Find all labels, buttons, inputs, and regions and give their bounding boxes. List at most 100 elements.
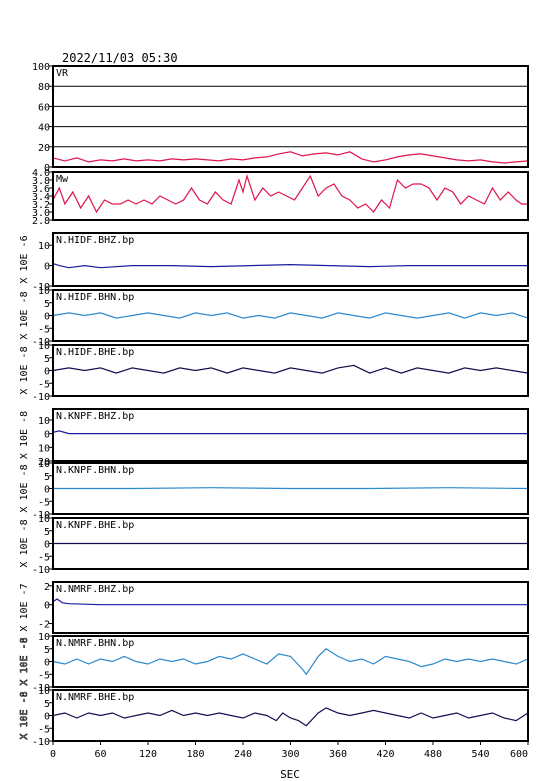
y-tick-label-10-4: 10 xyxy=(38,686,50,697)
panel-3: N.HIDF.BHN.bp -10 -50 5 10 X 10E -8 xyxy=(19,286,529,348)
y-tick-label-0-2: 40 xyxy=(38,123,50,134)
y-tick-label-0-0: 0 xyxy=(44,163,50,174)
series-line-2 xyxy=(52,263,528,269)
y-tick-label-4-2: 0 xyxy=(44,367,50,378)
x-tick-label-1: 60 xyxy=(94,749,106,760)
y-tick-label-9-0: -10 xyxy=(32,683,50,694)
y-tick-label-4-0: -10 xyxy=(32,392,50,403)
y-tick-label-9-1: -5 xyxy=(38,670,50,681)
y-tick-label-1-3: 3.4 xyxy=(32,192,50,203)
series-line-0 xyxy=(52,151,529,164)
x-tick-label-2: 120 xyxy=(139,749,157,760)
panel-9: N.NMRF.BHN.bp -10 -50 5 10 X 10E -8 xyxy=(19,632,529,694)
series-line-1 xyxy=(52,173,528,214)
y-tick-label-10-0: -10 xyxy=(32,737,50,748)
y-tick-label-3-2: 0 xyxy=(44,312,50,323)
panel-name-1: Mw xyxy=(56,174,69,185)
y-tick-label-1-0: 2.8 xyxy=(32,216,50,227)
y-tick-label-5-1: 10 xyxy=(38,443,50,454)
y-tick-label-4-1: -5 xyxy=(38,379,50,390)
x-tick-label-4: 240 xyxy=(234,749,252,760)
y-tick-label-6-0: -10 xyxy=(32,510,50,521)
y-tick-label-2-2: 10 xyxy=(38,241,50,252)
series-line-6 xyxy=(53,487,529,490)
panel-name-0: VR xyxy=(56,68,69,79)
panel-8: N.NMRF.BHZ.bp -2 0 2 X 10E -7 xyxy=(19,581,529,634)
y-axis-label-3: X 10E -8 xyxy=(19,291,30,339)
y-tick-label-1-1: 3.0 xyxy=(32,208,50,219)
panel-name-8: N.NMRF.BHZ.bp xyxy=(56,584,134,595)
panel-1: Mw 2.83.03.23.43.63.84.0 xyxy=(32,168,529,227)
panel-name-5: N.KNPF.BHZ.bp xyxy=(56,411,134,422)
series-line-4 xyxy=(52,364,529,374)
y-tick-label-9-2: 0 xyxy=(44,658,50,669)
y-tick-label-10-1: -5 xyxy=(38,724,50,735)
x-tick-label-7: 420 xyxy=(376,749,394,760)
y-tick-label-0-3: 60 xyxy=(38,102,50,113)
x-tick-label-5: 300 xyxy=(281,749,299,760)
x-axis: 0 60 120 180 240 300 360 420 480 540 600 xyxy=(50,741,529,760)
y-tick-label-6-4: 10 xyxy=(38,459,50,470)
y-tick-label-8-0: -2 xyxy=(38,620,50,631)
y-tick-label-4-3: 5 xyxy=(44,354,50,365)
panel-name-4: N.HIDF.BHE.bp xyxy=(56,347,134,358)
y-tick-label-3-1: -5 xyxy=(38,324,50,335)
panel-4: N.HIDF.BHE.bp -10 -50 5 10 X 10E -8 xyxy=(19,341,529,403)
y-tick-label-10-2: 0 xyxy=(44,712,50,723)
y-tick-label-7-1: -5 xyxy=(38,552,50,563)
series-line-8 xyxy=(52,598,528,606)
y-axis-label-8: X 10E -7 xyxy=(19,583,30,631)
y-tick-label-6-1: -5 xyxy=(38,497,50,508)
y-tick-label-8-1: 0 xyxy=(44,601,50,612)
y-axis-label-5: X 10E -8 xyxy=(19,411,30,459)
y-tick-label-9-3: 5 xyxy=(44,645,50,656)
panel-10: N.NMRF.BHE.bp -10 -50 5 10 X 10E -8 xyxy=(19,686,529,748)
x-tick-label-8: 480 xyxy=(424,749,442,760)
y-tick-label-8-2: 2 xyxy=(44,582,50,593)
y-tick-label-0-1: 20 xyxy=(38,143,50,154)
y-tick-label-1-6: 4.0 xyxy=(32,168,50,179)
panel-6: N.KNPF.BHN.bp -10 -50 5 10 X 10E -8 xyxy=(19,459,529,521)
panel-name-3: N.HIDF.BHN.bp xyxy=(56,292,134,303)
panel-name-6: N.KNPF.BHN.bp xyxy=(56,465,134,476)
y-tick-label-3-4: 10 xyxy=(38,286,50,297)
y-axis-label-6: X 10E -8 xyxy=(19,464,30,512)
y-tick-label-3-0: -10 xyxy=(32,337,50,348)
y-tick-label-2-1: 0 xyxy=(44,262,50,273)
y-tick-label-0-4: 80 xyxy=(38,82,50,93)
series-line-3 xyxy=(52,312,529,319)
y-tick-label-5-0: 20 xyxy=(38,457,50,468)
panel-name-7: N.KNPF.BHE.bp xyxy=(56,520,134,531)
panel-frame-5 xyxy=(52,408,529,462)
y-tick-label-6-2: 0 xyxy=(44,485,50,496)
y-tick-label-5-3: 10 xyxy=(38,416,50,427)
x-tick-label-3: 180 xyxy=(186,749,204,760)
x-axis-label: SEC xyxy=(280,768,300,781)
y-tick-label-1-4: 3.6 xyxy=(32,184,50,195)
y-tick-label-0-5: 100 xyxy=(32,62,50,73)
y-tick-label-3-3: 5 xyxy=(44,299,50,310)
x-tick-label-6: 360 xyxy=(329,749,347,760)
y-tick-label-7-4: 10 xyxy=(38,514,50,525)
x-tick-label-10: 600 xyxy=(510,749,528,760)
series-line-10 xyxy=(52,707,529,727)
panel-name-2: N.HIDF.BHZ.bp xyxy=(56,235,134,246)
panel-frame-2 xyxy=(52,232,529,287)
y-tick-label-7-2: 0 xyxy=(44,540,50,551)
y-tick-label-2-0: -10 xyxy=(32,282,50,293)
chart-panels: VR020406080100Mw2.83.03.23.43.63.84.0N.H… xyxy=(19,62,529,748)
panel-7: N.KNPF.BHE.bp -10 -50 5 10 X 10E -8 xyxy=(19,514,529,576)
y-axis-label-7: X 10E -8 xyxy=(19,519,30,567)
panel-frame-8 xyxy=(52,581,529,634)
x-tick-label-0: 0 xyxy=(50,749,56,760)
series-line-9 xyxy=(52,648,529,676)
panel-name-10: N.NMRF.BHE.bp xyxy=(56,692,134,703)
panel-0: VR 0 20 40 60 80 100 xyxy=(32,62,529,174)
y-tick-label-6-3: 5 xyxy=(44,472,50,483)
chart-timestamp: 2022/11/03 05:30 xyxy=(62,51,178,65)
panel-frame-0 xyxy=(52,65,529,168)
y-tick-label-4-4: 10 xyxy=(38,341,50,352)
y-tick-label-5-2: 0 xyxy=(44,430,50,441)
